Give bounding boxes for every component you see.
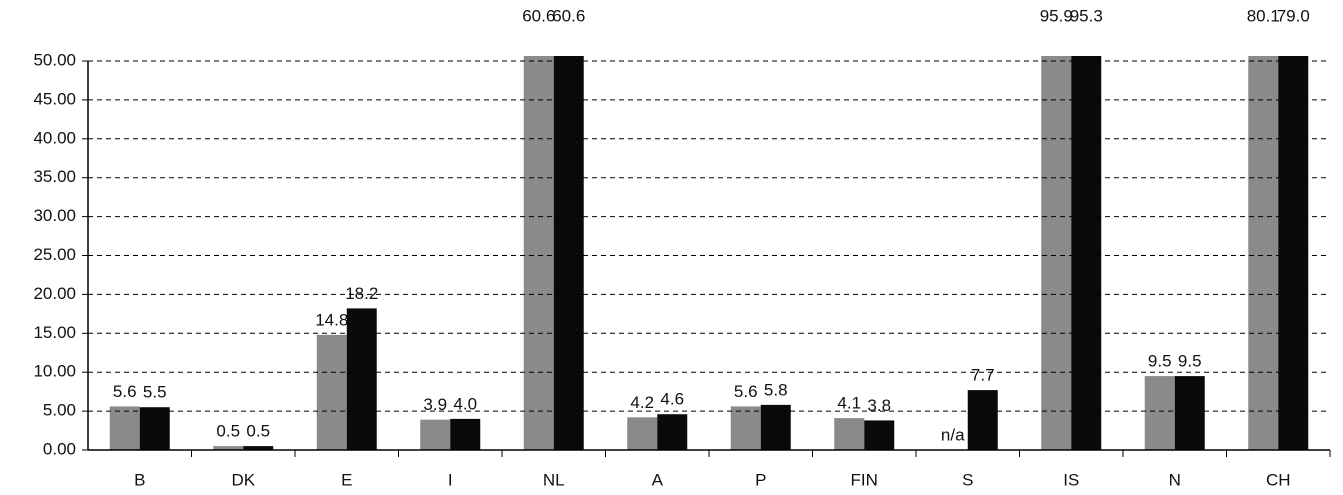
bar [864, 420, 895, 450]
bar [420, 419, 451, 450]
x-tick-label: N [1169, 470, 1181, 489]
value-label: 79.0 [1277, 6, 1310, 25]
value-label: 4.2 [630, 393, 654, 412]
value-label: 3.8 [867, 396, 891, 415]
y-tick-label: 45.00 [33, 89, 76, 108]
x-tick-label: I [448, 470, 453, 489]
value-label: 3.9 [423, 395, 447, 414]
x-tick-label: NL [543, 470, 565, 489]
y-tick-label: 50.00 [33, 50, 76, 69]
x-tick-label: P [755, 470, 766, 489]
y-tick-label: 35.00 [33, 167, 76, 186]
value-label: 5.8 [764, 380, 788, 399]
bar [834, 418, 865, 450]
bar [760, 404, 791, 450]
value-label: 14.8 [315, 310, 348, 329]
bar [1278, 56, 1309, 450]
value-label: 5.6 [113, 382, 137, 401]
bar [1071, 56, 1102, 450]
value-label: 18.2 [345, 284, 378, 303]
bar [1174, 376, 1205, 450]
value-label: 0.5 [216, 422, 240, 441]
value-label: 80.1 [1247, 6, 1280, 25]
bar [316, 334, 347, 450]
value-label: 7.7 [971, 366, 995, 385]
bar [967, 390, 998, 450]
value-label: 9.5 [1148, 352, 1172, 371]
x-tick-label: IS [1063, 470, 1079, 489]
y-tick-label: 25.00 [33, 245, 76, 264]
bar [730, 406, 761, 450]
x-tick-label: S [962, 470, 973, 489]
y-tick-label: 0.00 [43, 439, 76, 458]
x-tick-label: FIN [851, 470, 878, 489]
value-label: 4.1 [837, 394, 861, 413]
value-label: 60.6 [552, 6, 585, 25]
value-label: 5.5 [143, 383, 167, 402]
plot-area [109, 56, 1309, 450]
bar [553, 56, 584, 450]
bar [346, 308, 377, 450]
bar [139, 407, 170, 450]
y-tick-label: 5.00 [43, 401, 76, 420]
bar [1144, 376, 1175, 450]
value-label: 95.9 [1040, 6, 1073, 25]
x-tick-label: E [341, 470, 352, 489]
bar [1248, 56, 1279, 450]
value-label: 60.6 [522, 6, 555, 25]
value-label: 95.3 [1070, 6, 1103, 25]
value-label: 9.5 [1178, 352, 1202, 371]
y-tick-label: 10.00 [33, 362, 76, 381]
bar [657, 414, 688, 450]
value-label: 4.6 [660, 390, 684, 409]
value-label: 4.0 [453, 394, 477, 413]
value-label: 0.5 [246, 422, 270, 441]
y-tick-label: 40.00 [33, 128, 76, 147]
y-tick-label: 20.00 [33, 284, 76, 303]
bar [243, 446, 274, 450]
bar [523, 56, 554, 450]
x-tick-label: B [134, 470, 145, 489]
bar [1041, 56, 1072, 450]
bar [627, 417, 658, 450]
value-label: 5.6 [734, 382, 758, 401]
y-tick-label: 15.00 [33, 323, 76, 342]
y-tick-label: 30.00 [33, 206, 76, 225]
x-tick-label: CH [1266, 470, 1291, 489]
bar [450, 418, 481, 450]
bar [213, 446, 244, 450]
x-tick-label: DK [231, 470, 255, 489]
x-tick-label: A [652, 470, 664, 489]
value-label: n/a [941, 425, 965, 444]
bar [109, 406, 140, 450]
